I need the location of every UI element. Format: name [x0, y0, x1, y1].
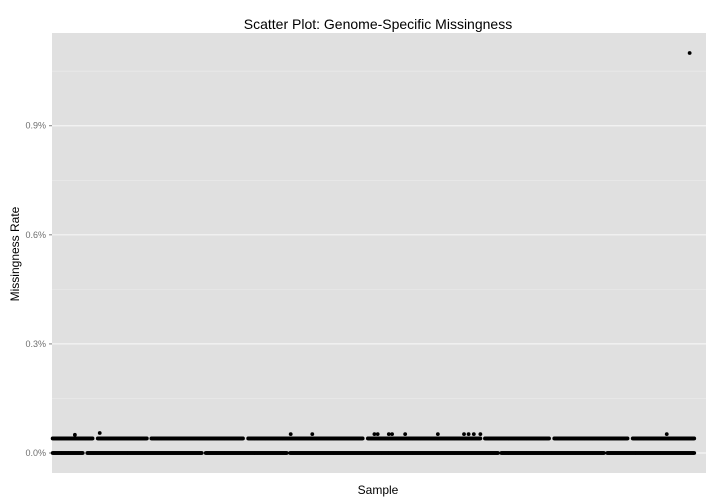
data-point: [386, 432, 391, 436]
data-point: [602, 451, 606, 455]
data-point: [310, 432, 315, 436]
data-point: [466, 432, 471, 436]
data-point: [403, 432, 408, 436]
data-points: [50, 51, 697, 455]
data-point: [199, 451, 204, 455]
data-point: [144, 436, 149, 441]
y-tick-label: 0.0%: [25, 448, 46, 458]
data-point: [478, 436, 483, 441]
chart-title: Scatter Plot: Genome-Specific Missingnes…: [244, 16, 512, 32]
data-point: [692, 436, 697, 441]
data-point: [375, 432, 380, 436]
data-point: [80, 451, 85, 455]
data-point: [496, 451, 500, 455]
y-tick-label: 0.9%: [25, 121, 46, 131]
plot-panel: [52, 33, 706, 473]
data-point: [372, 432, 377, 436]
data-point: [288, 432, 293, 436]
data-point: [478, 432, 483, 436]
data-point: [692, 451, 697, 455]
data-point: [90, 436, 95, 441]
data-point: [471, 432, 476, 436]
data-point: [462, 432, 466, 436]
data-point: [241, 436, 245, 441]
y-axis-ticks: 0.0% 0.3% 0.6% 0.9%: [25, 121, 52, 458]
data-point: [390, 432, 394, 436]
y-axis-title: Missingness Rate: [8, 206, 22, 301]
data-point: [360, 436, 365, 441]
data-point: [72, 432, 77, 437]
data-point: [435, 432, 440, 436]
data-point: [97, 431, 102, 435]
y-tick-label: 0.6%: [25, 230, 46, 240]
data-point: [664, 432, 669, 436]
data-point: [547, 436, 551, 441]
outlier-point: [687, 51, 692, 55]
x-axis-title: Sample: [358, 483, 399, 497]
data-point: [625, 436, 630, 441]
y-tick-label: 0.3%: [25, 339, 46, 349]
data-point: [284, 451, 289, 455]
